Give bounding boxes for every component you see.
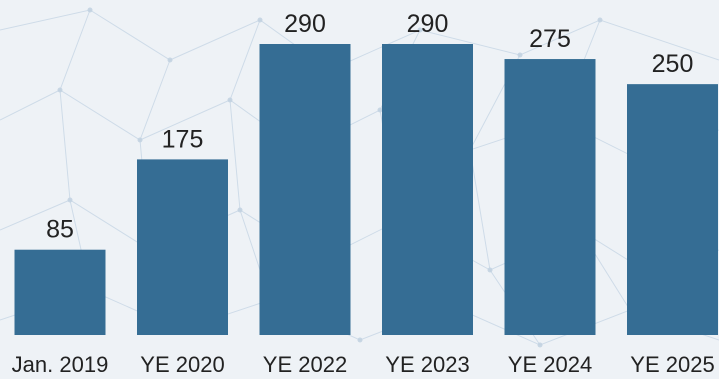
x-tick-label-2: YE 2022 bbox=[263, 352, 347, 377]
bars-group bbox=[14, 44, 718, 335]
x-tick-label-1: YE 2020 bbox=[140, 352, 224, 377]
x-tick-label-3: YE 2023 bbox=[385, 352, 469, 377]
bar-2 bbox=[259, 44, 351, 335]
data-label-2: 290 bbox=[284, 10, 326, 38]
bar-4 bbox=[504, 59, 596, 335]
bar-1 bbox=[137, 159, 228, 335]
data-label-5: 250 bbox=[652, 50, 694, 78]
data-label-0: 85 bbox=[46, 216, 74, 244]
data-labels-group: 85 175 290 290 275 250 bbox=[46, 10, 693, 244]
bar-5 bbox=[627, 84, 718, 335]
x-tick-label-4: YE 2024 bbox=[508, 352, 592, 377]
bar-3 bbox=[382, 44, 473, 335]
bar-0 bbox=[14, 249, 106, 335]
x-axis-tick-labels: Jan. 2019 YE 2020 YE 2022 YE 2023 YE 2024 YE … bbox=[12, 352, 715, 377]
data-label-3: 290 bbox=[407, 10, 449, 38]
data-label-1: 175 bbox=[162, 125, 204, 153]
data-label-4: 275 bbox=[529, 25, 571, 53]
x-tick-label-5: YE 2025 bbox=[630, 352, 714, 377]
x-tick-label-0: Jan. 2019 bbox=[12, 352, 109, 377]
